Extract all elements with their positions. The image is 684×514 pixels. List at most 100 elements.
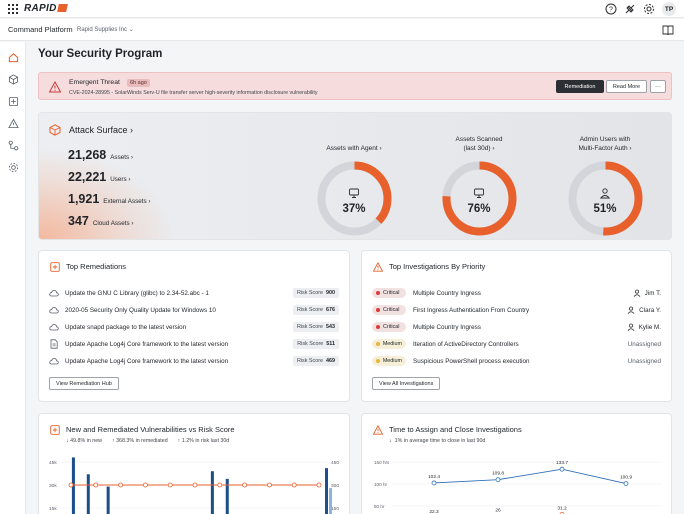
risk-point <box>291 482 297 488</box>
card-title: Top Remediations <box>66 262 127 271</box>
assignee: Kylie M. <box>627 323 661 331</box>
home-icon[interactable] <box>6 50 20 64</box>
view-remediation-hub-button[interactable]: View Remediation Hub <box>49 377 119 390</box>
risk-point <box>266 482 272 488</box>
settings-icon[interactable] <box>6 160 20 174</box>
org-selector[interactable]: Rapid Supplies Inc ⌄ <box>77 26 134 33</box>
donut-percent: 76% <box>467 203 491 215</box>
risk-point <box>316 482 322 488</box>
user-avatar[interactable]: TP <box>662 2 676 16</box>
donut-mfa-admins[interactable]: Admin Users with Multi-Factor Auth › 51% <box>545 125 665 236</box>
data-label: 100.9 <box>620 475 632 481</box>
bar <box>225 478 229 514</box>
arrow-down-icon: ↓ <box>389 438 392 444</box>
data-label: 133.7 <box>556 460 568 466</box>
chevron-down-icon: ⌄ <box>128 27 134 33</box>
remediation-row[interactable]: Update Apache Log4j Core framework to th… <box>49 354 339 368</box>
donut-label: Assets with Agent › <box>326 144 382 152</box>
risk-score-badge: Risk Score 676 <box>292 305 339 315</box>
series-point <box>623 481 629 487</box>
plus-box-icon[interactable] <box>6 94 20 108</box>
asset-count: 1,921 <box>68 192 100 206</box>
bar <box>329 488 333 514</box>
bar <box>106 486 110 514</box>
asset-label: External Assets › <box>103 198 151 205</box>
logo-mark-icon <box>56 4 68 12</box>
file-icon <box>50 339 58 349</box>
y-tick-right: 450 <box>331 460 339 466</box>
asset-count-cloud[interactable]: 347 Cloud Assets › <box>68 214 133 228</box>
svg-text:?: ? <box>609 7 613 14</box>
donut-assets-with-agent[interactable]: Assets with Agent › 37% <box>294 125 414 236</box>
series-point <box>431 480 437 486</box>
alert-icon[interactable] <box>6 116 20 130</box>
asset-count-assets[interactable]: 21,268 Assets › <box>68 148 133 162</box>
risk-score-badge: Risk Score 469 <box>292 356 339 366</box>
workflow-icon[interactable] <box>6 138 20 152</box>
remediation-button[interactable]: Remediation <box>556 80 604 93</box>
priority-badge: Critical <box>372 288 406 298</box>
attack-surface-title[interactable]: Attack Surface › <box>69 125 133 135</box>
remediation-icon <box>50 425 60 435</box>
donut-percent: 51% <box>593 203 617 215</box>
asset-count: 21,268 <box>68 148 107 162</box>
attack-surface-icon <box>49 124 61 136</box>
y-tick: 150 hrs <box>374 460 390 465</box>
emergent-threat-banner: Emergent Threat 6h ago CVE-2024-28995 - … <box>38 72 672 100</box>
remediation-text: Update the GNU C Library (glibc) to 2.34… <box>65 289 209 297</box>
arrow-up-icon: ↑ <box>111 438 115 444</box>
bar <box>86 474 90 514</box>
metric-risk: ↑ 1.2% in risk last 30d <box>177 438 230 444</box>
time-line-chart: 150 hrs 100 hr 50 hr 102.4 109.8 133.7 100.9 22… <box>374 460 662 514</box>
attack-surface-panel: Attack Surface › 21,268 Assets › 22,221 … <box>38 112 672 240</box>
remediation-text: Update snapd package to the latest versi… <box>65 323 187 331</box>
asset-count-users[interactable]: 22,221 Users › <box>68 170 131 184</box>
book-icon[interactable] <box>662 24 674 36</box>
donut-chart <box>568 161 643 236</box>
data-label: 26 <box>495 508 501 514</box>
y-tick-right: 300 <box>331 483 339 489</box>
help-icon[interactable]: ? <box>605 3 617 15</box>
y-tick: 50 hr <box>374 504 385 509</box>
top-actions: ? TP <box>605 2 676 16</box>
assignee: Unassigned <box>627 340 661 348</box>
card-title: Top Investigations By Priority <box>389 262 486 271</box>
remediation-text: Update Apache Log4j Core framework to th… <box>65 340 229 348</box>
assignee: Unassigned <box>627 357 661 365</box>
rapid7-logo[interactable]: RAPID <box>24 3 68 14</box>
investigation-title: Multiple Country Ingress <box>413 323 481 331</box>
investigation-row[interactable]: Critical Multiple Country Ingress Kylie … <box>372 320 661 334</box>
risk-point <box>242 482 248 488</box>
investigation-row[interactable]: Medium Iteration of ActiveDirectory Cont… <box>372 337 661 351</box>
remediation-row[interactable]: Update the GNU C Library (glibc) to 2.34… <box>49 286 339 300</box>
risk-point <box>68 482 74 488</box>
investigation-row[interactable]: Critical Multiple Country Ingress Jim T. <box>372 286 661 300</box>
y-tick-right: 150 <box>331 506 339 512</box>
donut-assets-scanned[interactable]: Assets Scanned (last 30d) › 76% <box>419 125 539 236</box>
plugins-icon[interactable] <box>624 3 636 15</box>
read-more-button[interactable]: Read More <box>606 80 647 93</box>
app-grid-icon[interactable] <box>8 4 18 14</box>
cube-icon[interactable] <box>6 72 20 86</box>
user-icon <box>599 188 611 199</box>
donut-label: Assets Scanned (last 30d) › <box>455 136 503 152</box>
remediation-row[interactable]: 2020-05 Security Only Quality Update for… <box>49 303 339 317</box>
settings-icon[interactable] <box>643 3 655 15</box>
remediation-row[interactable]: Update snapd package to the latest versi… <box>49 320 339 334</box>
priority-badge: Medium <box>372 339 406 349</box>
data-label: 109.8 <box>492 471 504 477</box>
view-all-investigations-button[interactable]: View All Investigations <box>372 377 441 390</box>
more-options-button[interactable]: ··· <box>650 80 666 93</box>
risk-score-badge: Risk Score 900 <box>292 288 339 298</box>
critical-dot-icon <box>376 291 380 295</box>
assignee: Clara Y. <box>627 306 661 314</box>
remediation-icon <box>50 262 60 272</box>
risk-point <box>217 482 223 488</box>
vulnerabilities-chart-card: New and Remediated Vulnerabilities vs Ri… <box>38 413 350 514</box>
asset-count-external[interactable]: 1,921 External Assets › <box>68 192 151 206</box>
investigation-row[interactable]: Medium Suspicious PowerShell process exe… <box>372 354 661 368</box>
investigation-title: Suspicious PowerShell process execution <box>413 357 530 365</box>
investigation-row[interactable]: Critical First Ingress Authentication Fr… <box>372 303 661 317</box>
risk-score-badge: Risk Score 511 <box>293 339 339 349</box>
remediation-row[interactable]: Update Apache Log4j Core framework to th… <box>49 337 339 351</box>
